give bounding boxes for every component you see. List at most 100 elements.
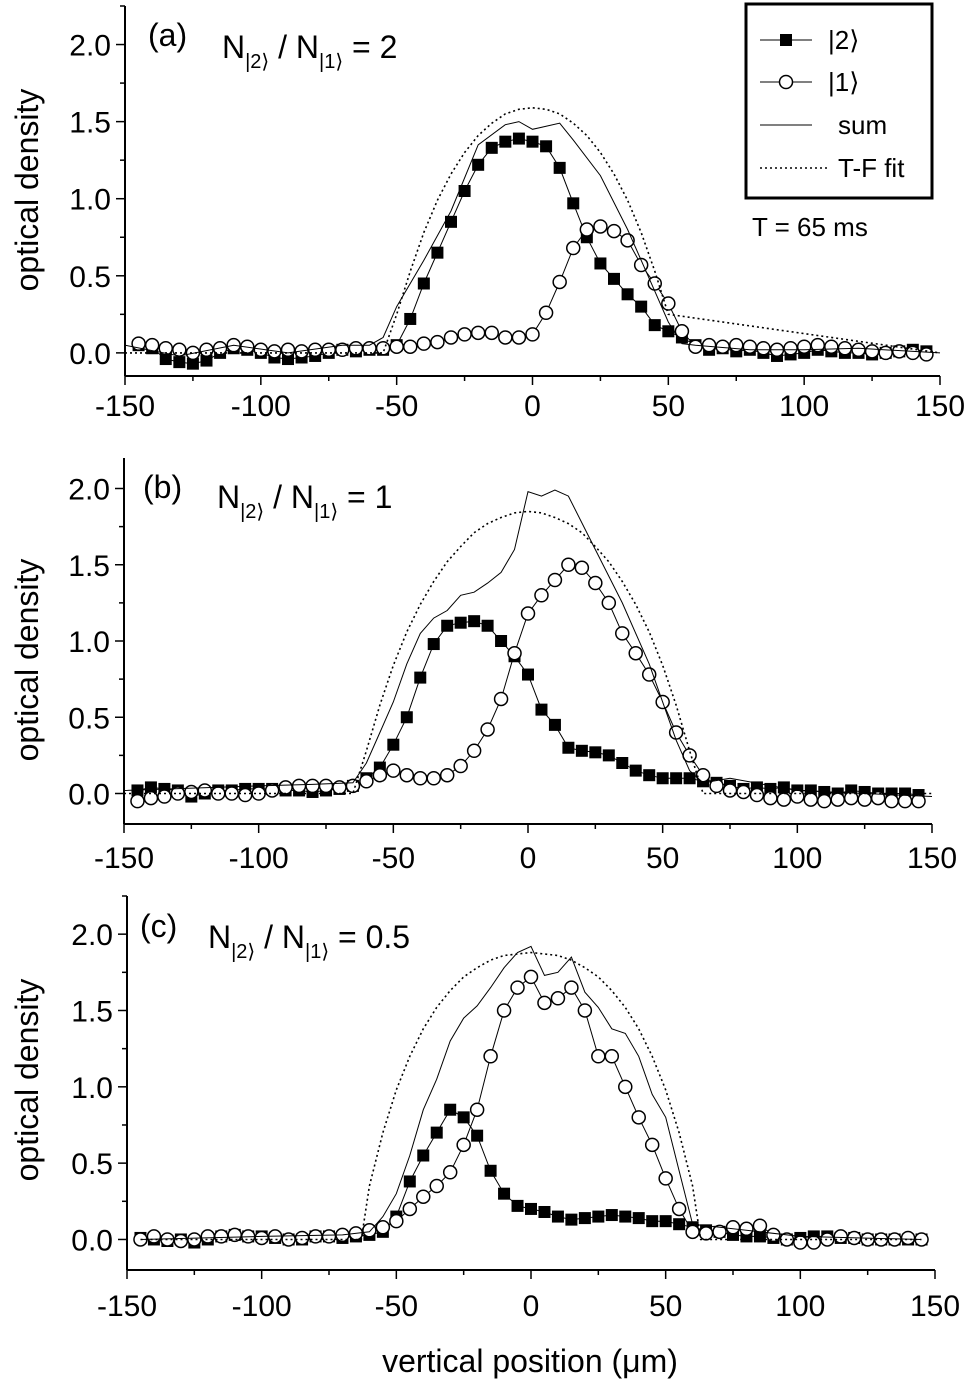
state-1-point	[493, 691, 509, 707]
state-1-point	[362, 341, 377, 356]
state-2-point	[400, 711, 413, 724]
state-1-point	[187, 1232, 202, 1247]
state-1-point	[227, 1227, 242, 1243]
state-1-point	[496, 1003, 512, 1018]
state-2-point	[526, 135, 539, 148]
state-2-point	[186, 357, 199, 370]
state-2-point	[484, 1164, 497, 1177]
ratio-subscript: |1⟩	[319, 51, 343, 73]
legend-box	[744, 2, 934, 200]
state-1-point	[507, 645, 522, 661]
state-1-point	[729, 337, 744, 353]
state-1-point	[552, 274, 567, 290]
state-2-point	[144, 781, 157, 794]
state-1-point	[537, 995, 552, 1011]
tf-fit-line-a	[125, 106, 941, 354]
state-1-point	[688, 339, 703, 354]
x-tick-label-a: -50	[375, 390, 418, 423]
state-1-point	[498, 330, 513, 345]
ratio-text: N	[222, 29, 245, 65]
state-2-point	[575, 744, 588, 757]
state-2-point	[548, 718, 561, 731]
state-1-point	[550, 991, 566, 1006]
state-1-point	[416, 1189, 431, 1204]
x-tick-label-c: 0	[523, 1290, 540, 1323]
state-1-point	[884, 793, 899, 809]
ratio-text: / N	[255, 919, 305, 955]
panel-label-a: (a)	[148, 17, 187, 53]
legend-label-2: |2⟩	[828, 25, 859, 55]
state-1-point	[591, 1049, 606, 1064]
state-2-point	[621, 288, 634, 301]
legend-marker-2	[780, 34, 792, 46]
state-1-point	[796, 339, 812, 354]
state-1-point	[739, 1221, 754, 1237]
state-2-point	[441, 619, 454, 632]
state-1-point	[793, 1235, 808, 1250]
state-2-line-c	[140, 1109, 922, 1244]
state-1-point	[661, 296, 676, 311]
state-1-point	[857, 792, 872, 807]
state-1-point	[564, 980, 579, 995]
tf-fit-line-c	[140, 951, 922, 1241]
state-1-point	[453, 758, 468, 774]
state-1-point	[701, 337, 717, 353]
y-axis-label-c: optical density	[9, 979, 45, 1182]
state-2-point	[551, 1210, 564, 1223]
state-1-point	[878, 345, 893, 361]
y-axis-label-a: optical density	[9, 89, 45, 292]
state-2-point	[592, 1210, 605, 1223]
state-1-point	[830, 792, 845, 807]
state-2-point	[659, 1215, 672, 1228]
state-2-point	[567, 197, 580, 210]
state-1-point	[618, 1079, 633, 1095]
state-1-point	[224, 786, 239, 801]
state-1-point	[173, 1233, 189, 1249]
ratio-label-c: N|2⟩ / N|1⟩ = 0.5	[208, 919, 410, 963]
state-1-point	[254, 1230, 269, 1246]
x-tick-label-a: -150	[95, 390, 155, 423]
state-1-point	[722, 783, 738, 798]
state-2-point	[525, 1202, 537, 1215]
time-label: T = 65 ms	[752, 212, 868, 242]
state-1-point	[905, 345, 921, 361]
state-2-point	[481, 619, 494, 632]
state-1-point	[749, 787, 765, 803]
state-1-point	[887, 1232, 902, 1247]
ratio-text: = 1	[338, 479, 392, 515]
state-2-point	[495, 635, 508, 647]
x-tick-label-b: 0	[520, 842, 537, 875]
state-1-point	[803, 792, 819, 807]
state-1-point	[483, 1049, 498, 1064]
x-tick-label-b: 50	[646, 842, 679, 875]
state-1-point	[817, 793, 832, 809]
x-tick-label-b: 100	[772, 842, 822, 875]
state-1-point	[919, 347, 934, 362]
state-1-point	[426, 771, 441, 786]
state-1-point	[456, 1137, 471, 1153]
state-1-point	[547, 572, 563, 588]
y-tick-label-b: 0.0	[68, 779, 110, 812]
state-1-point	[511, 330, 527, 345]
state-2-point	[387, 738, 400, 751]
state-2-point	[578, 1212, 591, 1225]
ratio-text: / N	[264, 479, 314, 515]
state-1-point	[157, 789, 172, 804]
y-tick-label-a: 0.0	[69, 338, 111, 371]
state-1-point	[510, 980, 525, 995]
state-1-point	[685, 1224, 700, 1240]
legend: |2⟩ |1⟩ sum T-F fit	[744, 2, 934, 200]
state-2-point	[427, 638, 440, 651]
state-1-point	[197, 783, 213, 798]
state-1-point	[442, 1165, 458, 1180]
legend-label-1: |1⟩	[828, 67, 859, 97]
state-1-point	[574, 560, 590, 576]
state-1-point	[372, 767, 388, 783]
state-2-point	[619, 1210, 632, 1223]
ratio-label-b: N|2⟩ / N|1⟩ = 1	[217, 479, 392, 523]
state-1-point	[725, 1220, 741, 1235]
state-1-point	[291, 778, 307, 794]
y-tick-label-b: 1.5	[68, 550, 110, 583]
state-1-point	[200, 1229, 216, 1244]
